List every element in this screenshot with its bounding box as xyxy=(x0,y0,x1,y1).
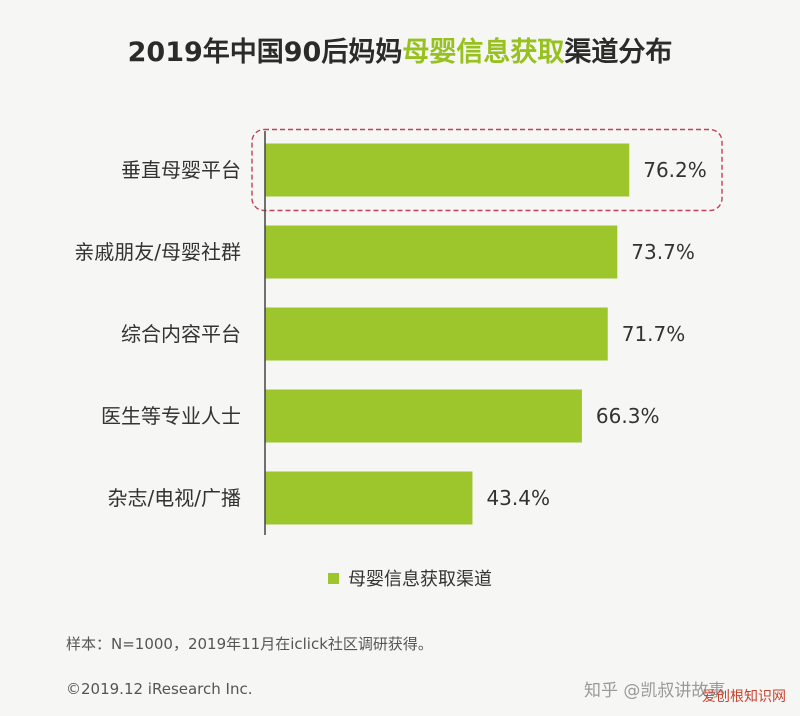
title-prefix: 2019年中国90后妈妈 xyxy=(127,37,403,68)
copyright: ©2019.12 iResearch Inc. xyxy=(66,680,253,698)
highlight-box xyxy=(251,128,723,212)
value-label: 71.7% xyxy=(622,322,686,346)
bar xyxy=(265,143,630,197)
category-label: 医生等专业人士 xyxy=(101,404,241,428)
category-label: 亲戚朋友/母婴社群 xyxy=(74,240,241,264)
watermark-stamp: 爱创根知识网 xyxy=(702,689,786,705)
legend: 母婴信息获取渠道 xyxy=(328,565,492,591)
title-highlight: 母婴信息获取 xyxy=(402,37,565,68)
value-label: 43.4% xyxy=(486,486,550,510)
category-label: 综合内容平台 xyxy=(121,322,241,346)
category-label: 杂志/电视/广播 xyxy=(108,486,241,510)
value-label: 76.2% xyxy=(643,158,707,182)
legend-label: 母婴信息获取渠道 xyxy=(348,569,492,590)
sample-note: 样本：N=1000，2019年11月在iclick社区调研获得。 xyxy=(66,635,433,653)
legend-swatch xyxy=(328,572,339,584)
watermark: 知乎 @凯叔讲故事 xyxy=(584,681,726,701)
bar xyxy=(265,389,582,443)
chart-title: 2019年中国90后妈妈母婴信息获取渠道分布 xyxy=(0,30,800,69)
bar xyxy=(265,307,608,361)
bar xyxy=(265,225,618,279)
bar xyxy=(265,471,473,525)
value-label: 66.3% xyxy=(596,404,660,428)
title-suffix: 渠道分布 xyxy=(564,37,673,68)
value-label: 73.7% xyxy=(631,240,695,264)
category-label: 垂直母婴平台 xyxy=(121,158,241,182)
